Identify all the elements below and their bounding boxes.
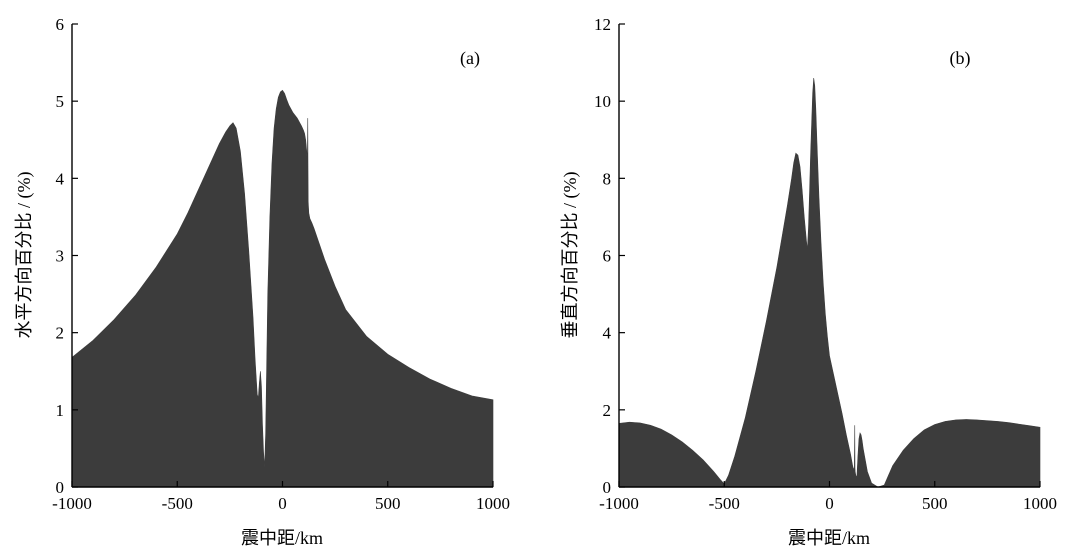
plot-area-b: -1000 -500 0 500 1000 0 2 4 6 8 10 12: [594, 15, 1057, 513]
area-series-a: [71, 89, 494, 488]
x-tick-label-a: 0: [278, 494, 287, 513]
panel-label-a: (a): [460, 48, 480, 69]
x-axis-label-a: 震中距/km: [241, 528, 323, 548]
y-axis-label-b: 垂直方向百分比 / (%): [560, 172, 581, 339]
y-tick-label-b: 6: [603, 247, 612, 266]
y-tick-label-b: 12: [594, 15, 611, 34]
panel-label-b: (b): [950, 48, 971, 69]
y-tick-label-a: 5: [56, 92, 65, 111]
y-axis-label-a: 水平方向百分比 / (%): [14, 172, 35, 339]
y-tick-label-a: 6: [56, 15, 65, 34]
x-tick-label-a: 500: [375, 494, 401, 513]
y-tick-label-a: 1: [56, 401, 65, 420]
x-tick-label-b: -500: [709, 494, 740, 513]
x-tick-label-b: -1000: [599, 494, 639, 513]
x-tick-label-b: 0: [825, 494, 834, 513]
y-tick-label-b: 4: [603, 324, 612, 343]
x-axis-label-b: 震中距/km: [788, 528, 870, 548]
x-tick-label-a: -500: [162, 494, 193, 513]
y-tick-label-b: 2: [603, 401, 612, 420]
chart-panel-b: -1000 -500 0 500 1000 0 2 4 6 8 10 12 (b) 震中距/km 垂直…: [560, 15, 1057, 548]
y-tick-label-a: 0: [56, 478, 65, 497]
area-series-b: [618, 77, 1041, 488]
y-tick-label-b: 8: [603, 169, 612, 188]
chart-panel-a: -1000 -500 0 500 1000 0 1 2 3 4 5 6 (a) 震中距/km 水平方向…: [14, 15, 510, 548]
x-tick-label-b: 500: [922, 494, 948, 513]
x-tick-label-a: 1000: [476, 494, 510, 513]
plot-area-a: -1000 -500 0 500 1000 0 1 2 3 4 5 6: [52, 15, 510, 513]
y-tick-label-b: 0: [603, 478, 612, 497]
y-tick-label-b: 10: [594, 92, 611, 111]
x-tick-label-a: -1000: [52, 494, 92, 513]
y-tick-label-a: 3: [56, 247, 65, 266]
y-tick-label-a: 4: [56, 169, 65, 188]
x-tick-label-b: 1000: [1023, 494, 1057, 513]
y-tick-label-a: 2: [56, 324, 65, 343]
